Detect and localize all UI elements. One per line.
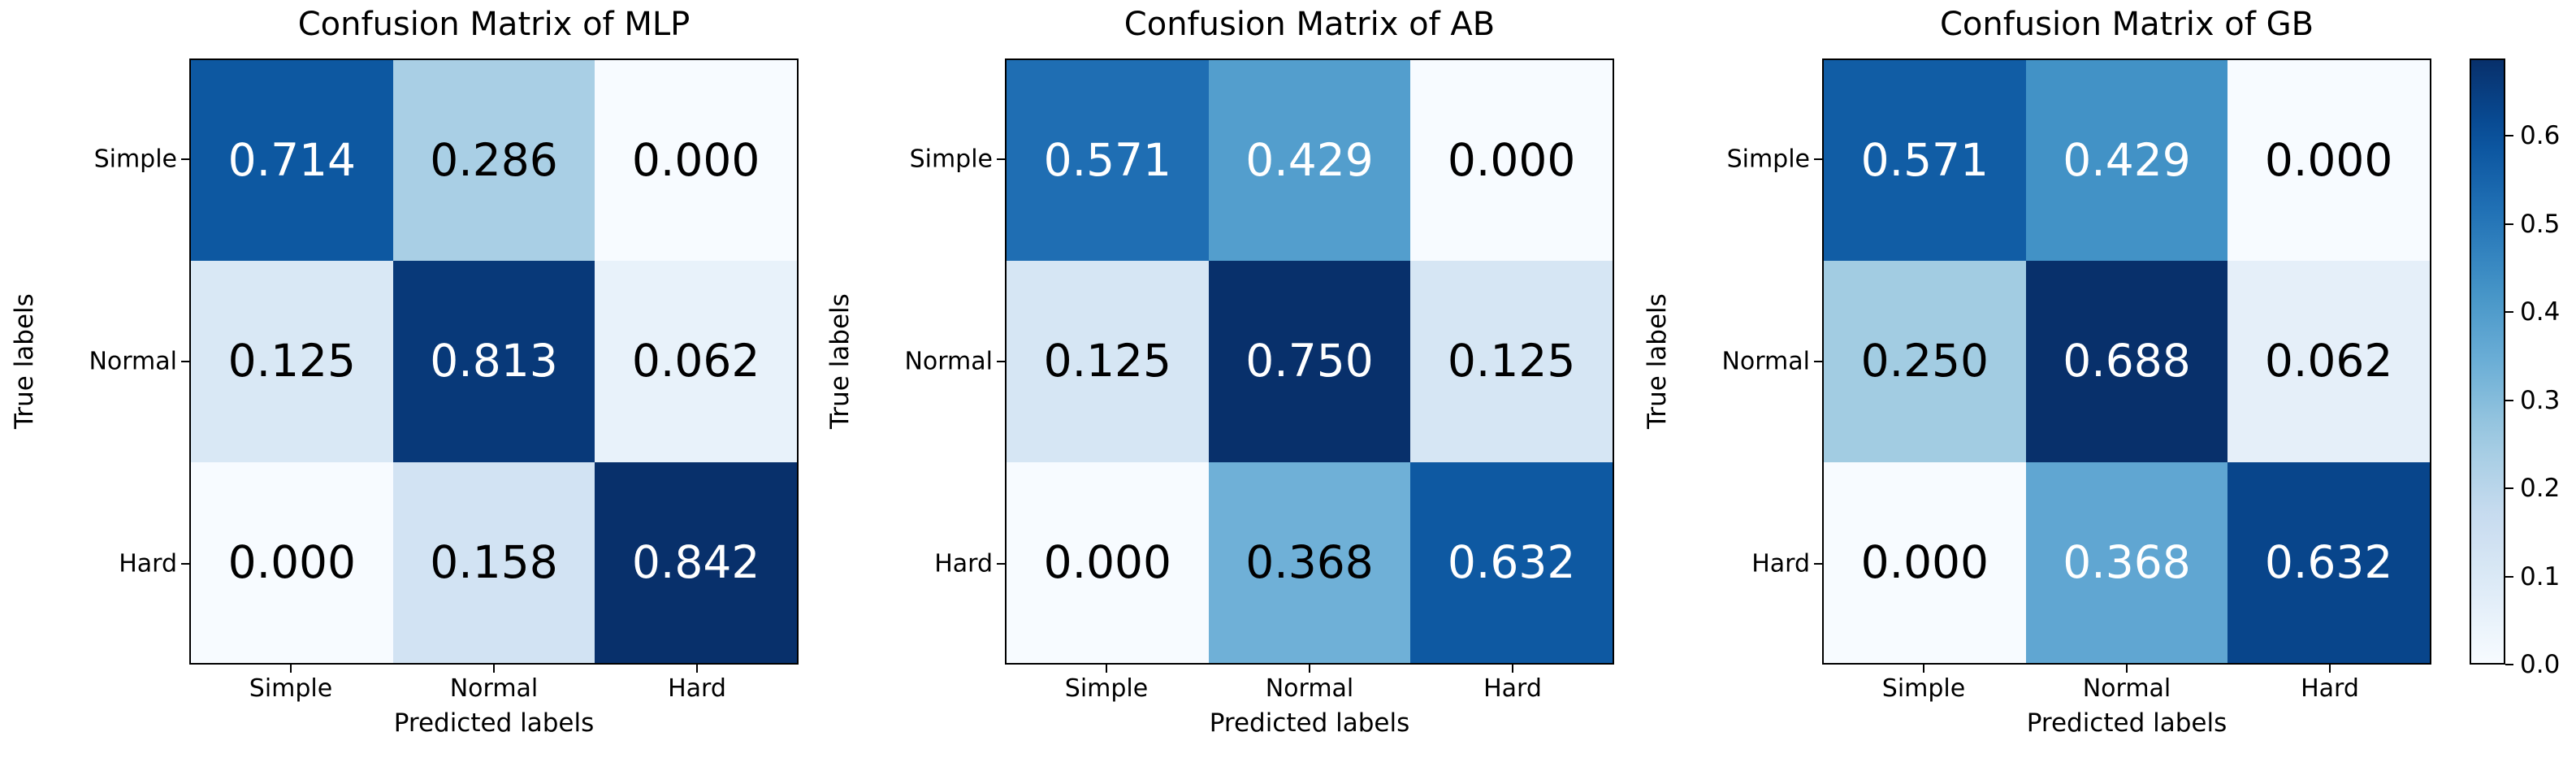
- x-tick-mark: [1923, 665, 1924, 673]
- heatmap-cell: 0.750: [1208, 261, 1411, 462]
- x-tick-label: Simple: [1064, 674, 1149, 703]
- colorbar-tick-label: 0.3: [2520, 385, 2561, 415]
- heatmap-cell: 0.571: [1007, 60, 1209, 262]
- y-tick-mark: [1814, 158, 1822, 161]
- y-tick-mark: [997, 158, 1005, 161]
- heatmap-cell: 0.062: [595, 261, 797, 462]
- colorbar: 0.0 0.1 0.2 0.3 0.4 0.5 0.6: [2470, 58, 2576, 679]
- colorbar-tick-mark: [2505, 311, 2513, 314]
- colorbar-tick-mark: [2505, 399, 2513, 401]
- colorbar-tick-label: 0.2: [2520, 474, 2561, 504]
- y-tick-mark: [181, 158, 189, 161]
- colorbar-tick-mark: [2505, 223, 2513, 225]
- heatmap-cell: 0.125: [1410, 261, 1613, 462]
- y-tick-label: Simple: [93, 145, 177, 174]
- y-ticks: Simple Normal Hard: [816, 58, 1005, 665]
- heatmap-cell: 0.368: [2025, 461, 2228, 663]
- heatmap-cell: 0.571: [1824, 60, 2026, 262]
- x-tick-label: Hard: [2301, 674, 2359, 703]
- x-tick-label: Simple: [249, 674, 333, 703]
- y-tick-label: Hard: [934, 549, 993, 578]
- x-tick-label: Normal: [1265, 674, 1354, 703]
- heatmap-cell: 0.632: [1410, 461, 1613, 663]
- y-tick-mark: [181, 361, 189, 362]
- colorbar-tick-label: 0.1: [2520, 561, 2561, 591]
- x-tick-mark: [696, 665, 698, 673]
- plot-title: Confusion Matrix of MLP: [297, 6, 691, 43]
- heatmap-cell: 0.062: [2227, 261, 2430, 462]
- y-ticks: Simple Normal Hard: [0, 58, 189, 665]
- colorbar-tick-label: 0.4: [2520, 297, 2561, 327]
- heatmap-cell: 0.429: [1208, 60, 1411, 262]
- y-tick-mark: [1814, 562, 1822, 565]
- x-tick-mark: [493, 665, 495, 673]
- x-tick-mark: [1309, 665, 1310, 673]
- heatmap-cell: 0.158: [392, 461, 595, 663]
- x-ticks: Simple Normal Hard: [189, 665, 799, 708]
- plot-title: Confusion Matrix of AB: [1123, 6, 1496, 43]
- x-tick-mark: [1512, 665, 1513, 673]
- heatmap-cell: 0.688: [2025, 261, 2228, 462]
- y-tick-label: Simple: [909, 145, 993, 174]
- heatmap-cell: 0.125: [1007, 261, 1209, 462]
- y-tick-label: Simple: [1726, 145, 1810, 174]
- panel-ab: Confusion Matrix of AB True labels Simpl…: [816, 0, 1614, 758]
- heatmap-cell: 0.429: [2025, 60, 2228, 262]
- plot-title: Confusion Matrix of GB: [1939, 6, 2314, 43]
- y-tick-mark: [1814, 361, 1822, 362]
- x-tick-label: Simple: [1881, 674, 1966, 703]
- y-ticks: Simple Normal Hard: [1633, 58, 1822, 665]
- y-tick-label: Normal: [904, 347, 993, 376]
- heatmap: 0.571 0.429 0.000 0.125 0.750 0.125 0.000 0.368…: [1005, 58, 1614, 665]
- x-axis-label: Predicted labels: [2026, 708, 2227, 738]
- colorbar-tick-label: 0.0: [2520, 650, 2561, 679]
- colorbar-tick-mark: [2505, 135, 2513, 137]
- y-tick-label: Hard: [119, 549, 177, 578]
- colorbar-tick-mark: [2505, 487, 2513, 490]
- x-ticks: Simple Normal Hard: [1005, 665, 1614, 708]
- colorbar-tick-mark: [2505, 664, 2513, 665]
- x-tick-label: Hard: [1483, 674, 1542, 703]
- x-ticks: Simple Normal Hard: [1822, 665, 2431, 708]
- panel-gb: Confusion Matrix of GB True labels Simpl…: [1633, 0, 2431, 758]
- panel-mlp: Confusion Matrix of MLP True labels Simp…: [0, 0, 799, 758]
- y-tick-mark: [181, 562, 189, 565]
- x-tick-label: Normal: [2082, 674, 2171, 703]
- heatmap: 0.571 0.429 0.000 0.250 0.688 0.062 0.000 0.368…: [1822, 58, 2431, 665]
- heatmap-cell: 0.714: [191, 60, 393, 262]
- colorbar-tick-label: 0.5: [2520, 209, 2561, 239]
- x-tick-mark: [290, 665, 292, 673]
- x-axis-label: Predicted labels: [393, 708, 595, 738]
- heatmap: 0.714 0.286 0.000 0.125 0.813 0.062 0.000 0.158…: [189, 58, 799, 665]
- colorbar-tick-label: 0.6: [2520, 121, 2561, 151]
- heatmap-cell: 0.286: [392, 60, 595, 262]
- x-tick-label: Normal: [449, 674, 539, 703]
- heatmap-cell: 0.125: [191, 261, 393, 462]
- heatmap-cell: 0.842: [595, 461, 797, 663]
- heatmap-cell: 0.250: [1824, 261, 2026, 462]
- x-tick-mark: [2126, 665, 2128, 673]
- heatmap-cell: 0.000: [1007, 461, 1209, 663]
- y-tick-mark: [997, 361, 1005, 362]
- heatmap-cell: 0.000: [595, 60, 797, 262]
- heatmap-cell: 0.000: [1824, 461, 2026, 663]
- heatmap-cell: 0.368: [1208, 461, 1411, 663]
- heatmap-cell: 0.000: [191, 461, 393, 663]
- y-tick-label: Normal: [1721, 347, 1810, 376]
- y-tick-label: Hard: [1751, 549, 1810, 578]
- heatmap-cell: 0.632: [2227, 461, 2430, 663]
- x-axis-label: Predicted labels: [1209, 708, 1410, 738]
- colorbar-gradient: [2470, 58, 2505, 665]
- y-tick-label: Normal: [89, 347, 177, 376]
- heatmap-cell: 0.000: [1410, 60, 1613, 262]
- x-tick-label: Hard: [668, 674, 726, 703]
- y-tick-mark: [997, 562, 1005, 565]
- x-tick-mark: [1106, 665, 1107, 673]
- heatmap-cell: 0.000: [2227, 60, 2430, 262]
- x-tick-mark: [2329, 665, 2331, 673]
- colorbar-tick-mark: [2505, 575, 2513, 578]
- heatmap-cell: 0.813: [392, 261, 595, 462]
